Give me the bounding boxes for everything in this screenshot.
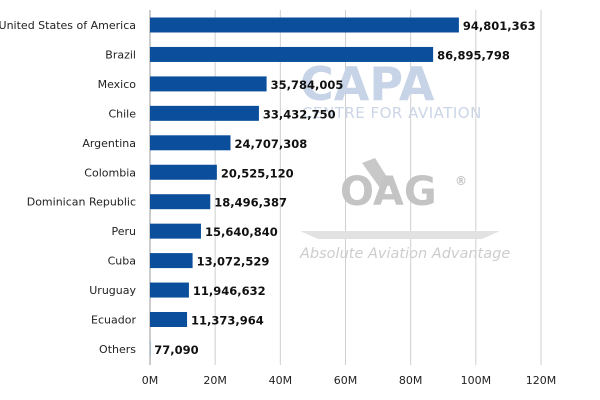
bar	[150, 46, 434, 62]
value-label: 11,946,632	[193, 284, 266, 298]
x-tick-label: 120M	[526, 374, 557, 387]
bar	[150, 253, 193, 269]
bar	[150, 76, 267, 92]
gridlines	[214, 10, 542, 365]
category-label: United States of America	[0, 19, 136, 32]
value-label: 35,784,005	[271, 78, 344, 92]
capa-watermark-subtitle: CENTRE FOR AVIATION	[302, 104, 482, 122]
x-tick-label: 80M	[399, 374, 423, 387]
category-label: Others	[99, 343, 136, 356]
oag-watermark-tagline: Absolute Aviation Advantage	[299, 246, 510, 262]
capa-watermark-logo: CAPA	[300, 57, 435, 111]
value-label: 11,373,964	[191, 314, 264, 328]
category-label: Colombia	[84, 166, 136, 179]
category-label: Chile	[108, 107, 136, 120]
category-label: Peru	[111, 225, 136, 238]
bar	[150, 17, 459, 33]
bar	[150, 312, 188, 327]
oag-registered-mark: ®	[455, 174, 467, 188]
value-label: 15,640,840	[205, 225, 278, 239]
x-tick-label: 100M	[461, 374, 492, 387]
oag-watermark-rule	[300, 231, 500, 239]
x-tick-label: 20M	[203, 374, 227, 387]
bar	[150, 194, 211, 210]
x-tick-label: 40M	[269, 374, 293, 387]
bar	[150, 105, 259, 121]
value-label: 20,525,120	[221, 166, 294, 180]
value-label: 33,432,750	[263, 107, 336, 121]
category-label: Ecuador	[91, 314, 136, 327]
oag-watermark-logo: OAG	[340, 169, 437, 215]
category-label: Cuba	[108, 255, 136, 268]
value-label: 86,895,798	[437, 48, 510, 62]
bar	[150, 223, 201, 239]
oag-watermark-swoosh-icon	[362, 158, 392, 188]
value-label: 13,072,529	[197, 255, 270, 269]
value-label: 77,090	[154, 343, 198, 357]
category-label: Brazil	[105, 48, 136, 61]
bar	[150, 164, 217, 180]
value-label: 18,496,387	[214, 196, 287, 210]
bar	[150, 282, 189, 298]
watermark: CAPA CENTRE FOR AVIATION OAG ® Absolute …	[299, 57, 510, 262]
category-label: Argentina	[82, 137, 136, 150]
category-label: Dominican Republic	[27, 196, 136, 209]
x-tick-label: 0M	[142, 374, 159, 387]
x-axis: 0M 20M 40M 60M 80M 100M 120M	[142, 10, 557, 387]
value-label: 24,707,308	[235, 137, 308, 151]
value-label: 94,801,363	[463, 19, 536, 33]
category-label: Uruguay	[89, 284, 136, 297]
bar	[150, 135, 231, 151]
bars: United States of America 94,801,363 Brazil…	[0, 17, 536, 357]
x-tick-label: 60M	[334, 374, 358, 387]
category-label: Mexico	[98, 78, 137, 91]
